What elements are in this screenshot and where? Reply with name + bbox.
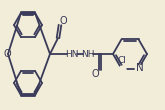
Text: O: O — [59, 16, 67, 26]
Text: Cl: Cl — [117, 56, 126, 65]
Text: O: O — [3, 49, 11, 59]
Text: NH: NH — [81, 50, 95, 59]
Text: N: N — [136, 63, 143, 73]
Text: HN: HN — [65, 50, 79, 59]
Text: O: O — [91, 69, 99, 79]
